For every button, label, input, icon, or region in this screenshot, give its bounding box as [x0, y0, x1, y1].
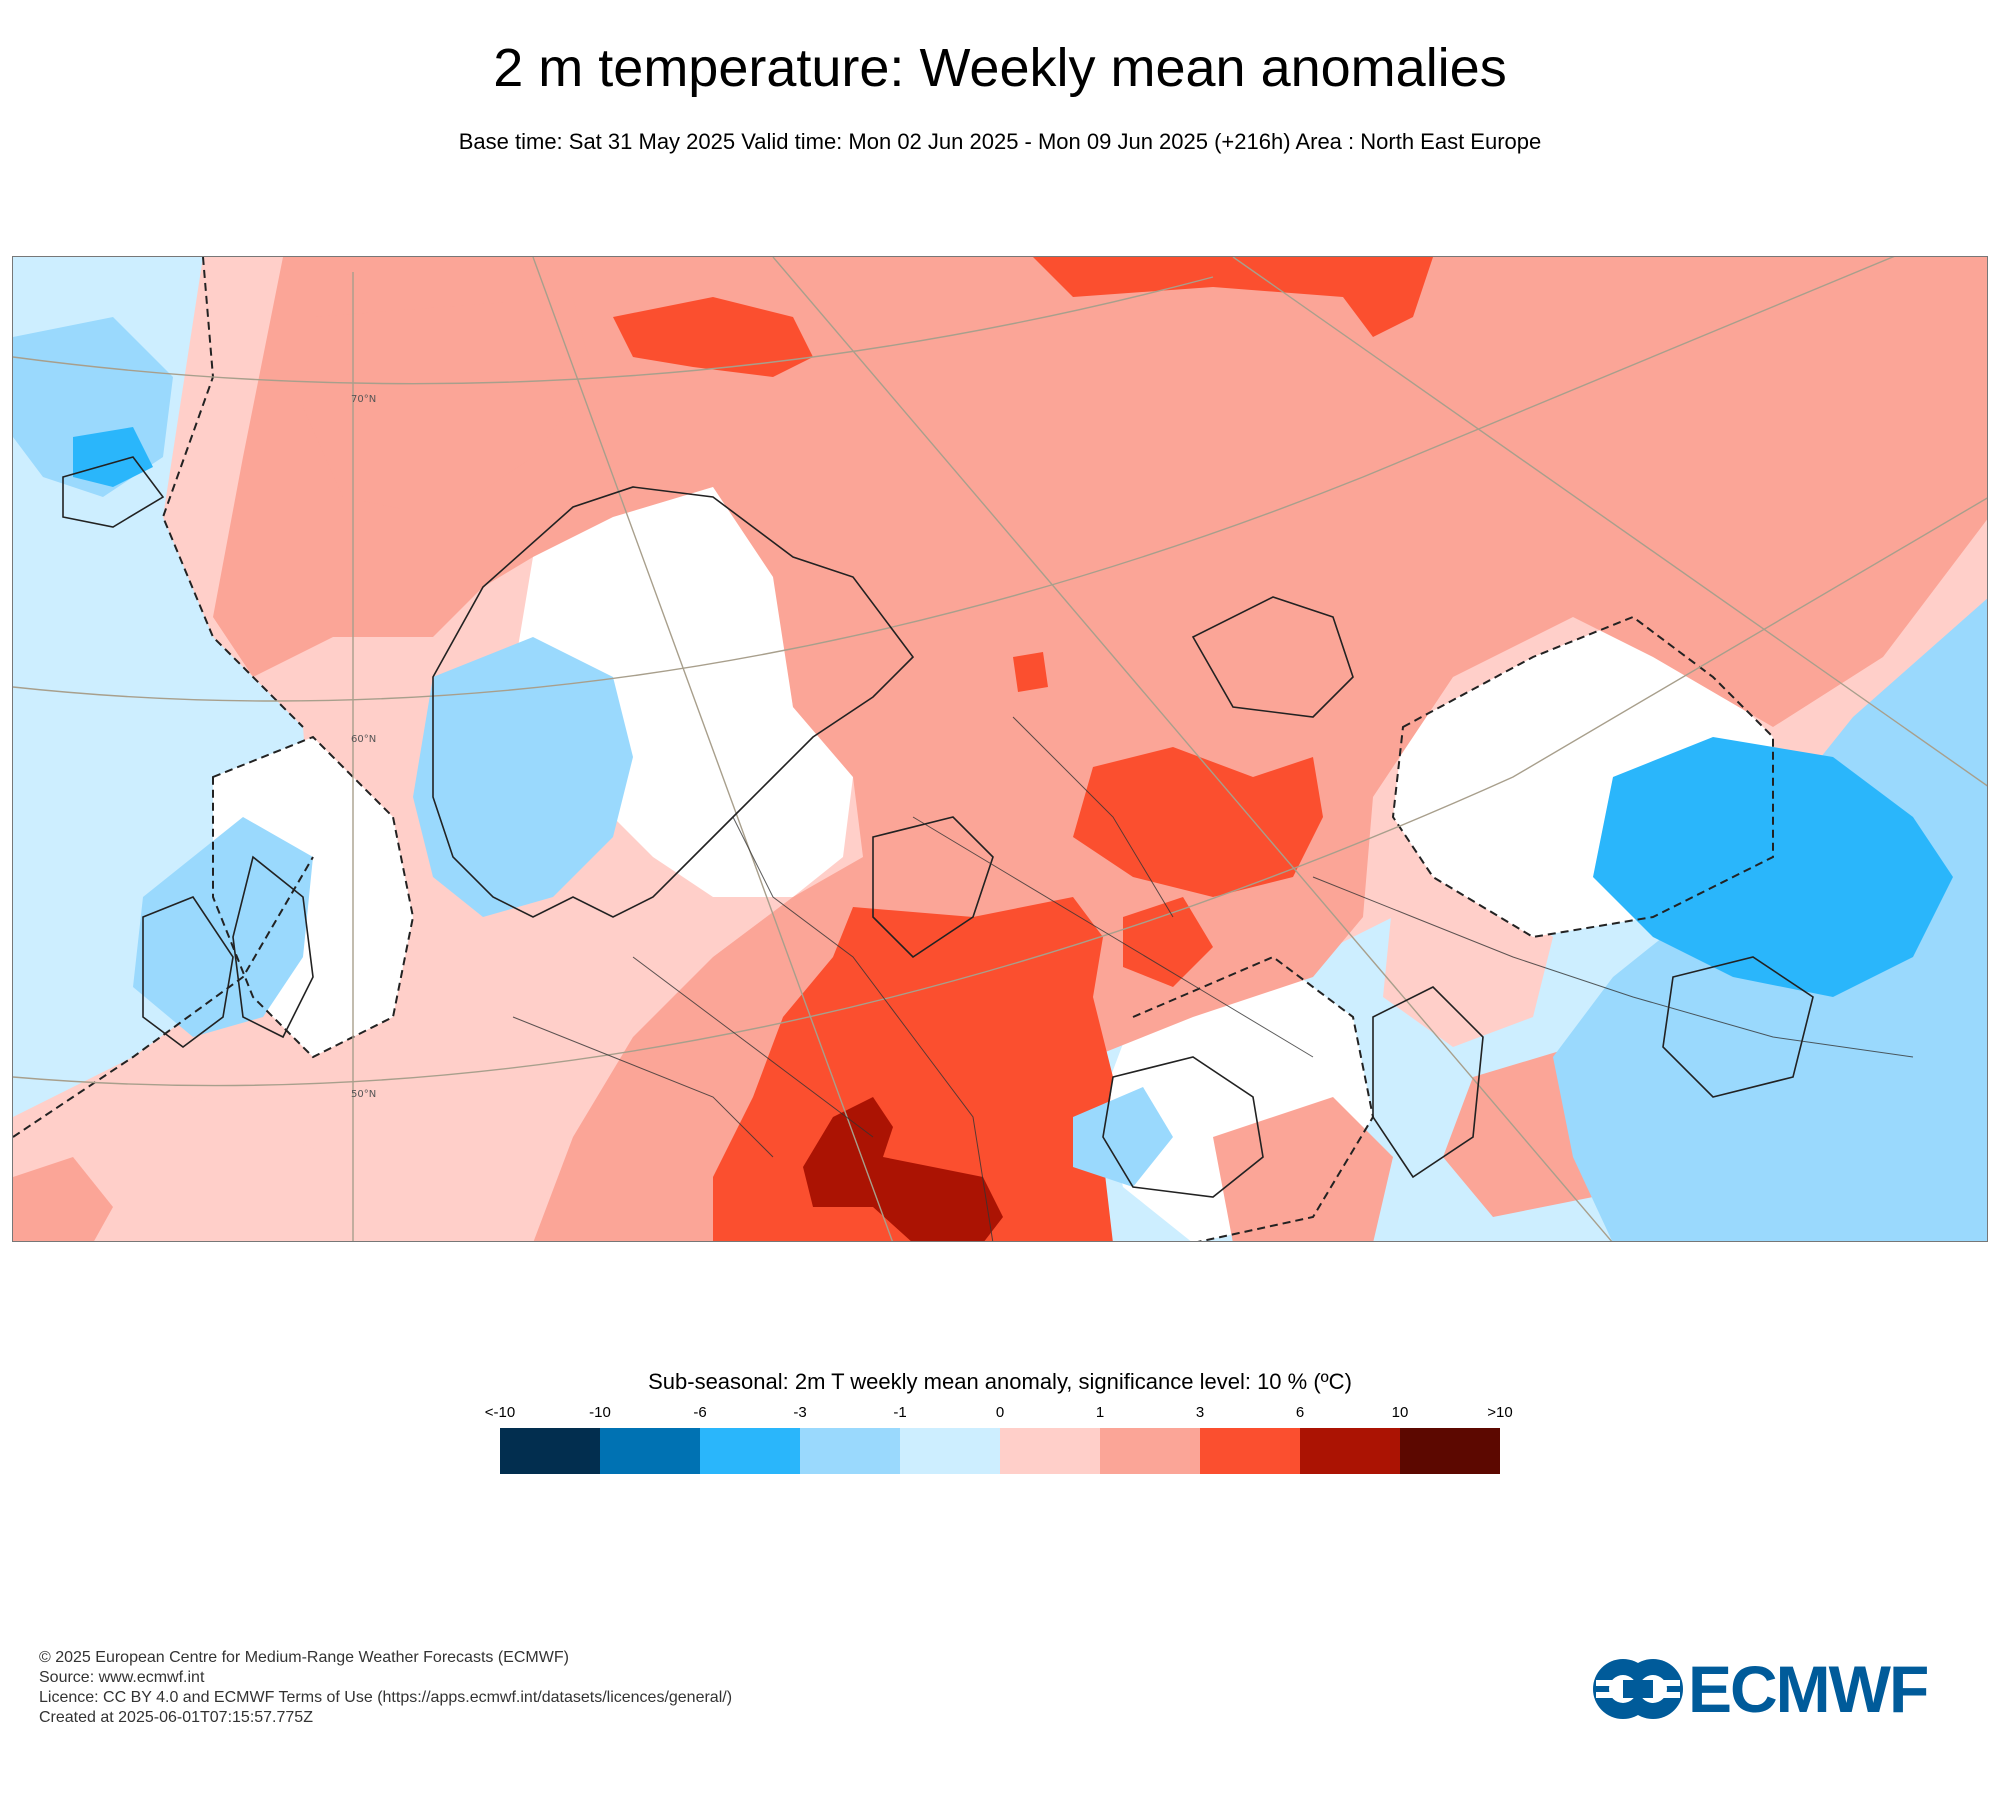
legend-tick: 1 [1095, 1404, 1105, 1421]
legend-swatch [700, 1428, 800, 1474]
legend-tick: 10 [1391, 1404, 1409, 1421]
graticule [13, 257, 1987, 1241]
legend-tick: >10 [1487, 1404, 1513, 1421]
page-title: 2 m temperature: Weekly mean anomalies [493, 38, 1507, 98]
footer-created: Created at 2025-06-01T07:15:57.775Z [39, 1709, 313, 1726]
legend-swatch [1100, 1428, 1200, 1474]
volga-warm-patch [1123, 897, 1213, 987]
legend-swatch [1000, 1428, 1100, 1474]
legend-swatch [800, 1428, 900, 1474]
arctic-ocean-warm [1033, 257, 1433, 337]
anomaly-map: 70°N 60°N 50°N [12, 256, 1988, 1242]
footer-source: Source: www.ecmwf.int [39, 1669, 205, 1686]
legend-tick: -6 [693, 1404, 707, 1421]
legend-tick: 0 [995, 1404, 1005, 1421]
legend-swatch [600, 1428, 700, 1474]
legend-ticks: <-10 -10 -6 -3 -1 0 1 3 6 10 >10 [0, 1404, 2000, 1424]
lat-label-70: 70°N [351, 394, 376, 405]
ecmwf-logo-text: ECMWF [1688, 1652, 1929, 1726]
legend-tick: <-10 [484, 1404, 516, 1421]
country-borders [512, 716, 1914, 1241]
ecmwf-logo-icon [1593, 1659, 1683, 1719]
legend-swatch [900, 1428, 1000, 1474]
russia-warm-patch [1013, 652, 1048, 692]
coastlines [62, 456, 1814, 1198]
significance-contours [13, 257, 1774, 1241]
footer: © 2025 European Centre for Medium-Range … [39, 1648, 732, 1728]
legend-colorbar [500, 1428, 1500, 1474]
footer-copyright: © 2025 European Centre for Medium-Range … [39, 1649, 569, 1666]
legend-tick: -1 [893, 1404, 907, 1421]
scandinavia-cool [413, 637, 633, 917]
northern-russia-warm [213, 257, 1987, 1241]
legend-tick: 6 [1295, 1404, 1305, 1421]
legend-tick: -10 [589, 1404, 611, 1421]
southwest-warm [13, 1157, 113, 1241]
british-isles-cool [133, 817, 313, 1037]
latitude-labels: 70°N 60°N 50°N [351, 394, 376, 1100]
footer-licence: Licence: CC BY 4.0 and ECMWF Terms of Us… [39, 1689, 733, 1706]
ecmwf-logo: ECMWF [1590, 1654, 1960, 1724]
legend-swatch [1400, 1428, 1500, 1474]
page-subtitle: Base time: Sat 31 May 2025 Valid time: M… [458, 129, 1542, 154]
lat-label-60: 60°N [351, 734, 376, 745]
central-russia-warm [1073, 747, 1323, 897]
legend-swatch [500, 1428, 600, 1474]
iceland-cold [73, 427, 153, 487]
legend-title: Sub-seasonal: 2m T weekly mean anomaly, … [648, 1369, 1352, 1394]
legend-swatch [1200, 1428, 1300, 1474]
legend-tick: -3 [793, 1404, 807, 1421]
barents-coast-warm [613, 297, 813, 377]
southern-russia-warm [1213, 1097, 1393, 1241]
kazakhstan-cold [1593, 737, 1953, 997]
black-sea-cool-patch [1073, 1087, 1173, 1187]
legend-swatch [1300, 1428, 1400, 1474]
map-canvas: 70°N 60°N 50°N [13, 257, 1987, 1241]
legend-tick: 3 [1195, 1404, 1205, 1421]
iceland-sea-warm [303, 297, 593, 517]
lat-label-50: 50°N [351, 1089, 376, 1100]
